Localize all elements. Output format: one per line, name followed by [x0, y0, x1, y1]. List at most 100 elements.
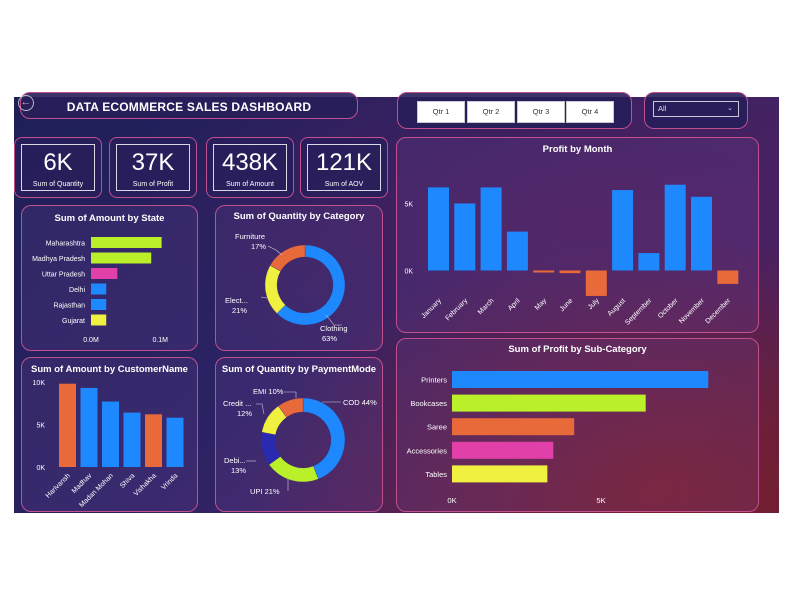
chart-title: Sum of Amount by State	[54, 213, 165, 224]
bar	[452, 465, 548, 483]
category-label: October	[657, 297, 680, 320]
category-label: Vishakha	[133, 472, 158, 497]
filter-slicer: All ⌄	[644, 92, 748, 129]
chart-title: Sum of Profit by Sub-Category	[508, 344, 647, 355]
bar	[91, 252, 152, 264]
tick-label: 10K	[33, 380, 46, 387]
bar	[80, 387, 98, 467]
panel-amount-by-customer: Sum of Amount by CustomerName 0K 5K 10K Har…	[21, 357, 198, 512]
category-label: January	[420, 297, 443, 320]
bar	[123, 412, 141, 467]
panel-quantity-by-payment: Sum of Quantity by PaymentMode COD 44% UP…	[215, 357, 383, 512]
category-label: March	[477, 297, 496, 316]
bar	[454, 203, 476, 271]
donut-slice	[264, 265, 286, 314]
kpi-value: 37K	[131, 149, 175, 176]
slice-label: Elect...	[225, 296, 248, 305]
bar	[559, 270, 581, 274]
category-label: Vrinda	[160, 472, 179, 491]
state-bar-chart: Maharashtra Madhya Pradesh Uttar Pradesh De…	[32, 237, 168, 344]
kpi-label: Sum of AOV	[324, 181, 364, 188]
slice-label: COD 44%	[343, 398, 377, 407]
back-arrow-icon[interactable]: ←	[18, 95, 34, 111]
kpi-card-amount: 438K Sum of Amount	[206, 137, 294, 198]
tick-label: 0K	[36, 465, 45, 472]
kpi-card-aov: 121K Sum of AOV	[300, 137, 388, 198]
kpi-label: Sum of Profit	[132, 181, 174, 188]
slice-label: Debi...	[224, 456, 246, 465]
category-label: December	[704, 297, 732, 325]
bar	[91, 237, 162, 248]
donut-slice	[302, 397, 346, 480]
bar	[506, 231, 528, 271]
slice-label: EMI 10%	[253, 387, 284, 396]
tick-label: 0.1M	[152, 337, 168, 344]
category-label: July	[587, 297, 601, 311]
donut-slice	[269, 244, 306, 272]
title-panel: DATA ECOMMERCE SALES DASHBOARD	[20, 92, 358, 119]
bar	[717, 270, 739, 284]
panel-amount-by-state: Sum of Amount by State Maharashtra Madhya…	[21, 205, 198, 351]
subcategory-bar-chart: Printers Bookcases Saree Accessories Tables 0…	[407, 371, 709, 505]
bar	[166, 417, 184, 467]
donut-slice	[277, 397, 304, 418]
bar	[452, 418, 575, 436]
slice-label: Clothing	[320, 324, 348, 333]
chart-title: Sum of Quantity by Category	[233, 211, 365, 222]
category-label: Bookcases	[410, 399, 447, 408]
kpi-card-profit: 37K Sum of Profit	[109, 137, 197, 198]
bar	[664, 184, 686, 271]
qtr-3-button[interactable]: Qtr 3	[517, 101, 565, 123]
bar	[91, 283, 107, 295]
slice-label: 12%	[237, 409, 252, 418]
qtr-4-button[interactable]: Qtr 4	[566, 101, 614, 123]
kpi-value: 6K	[43, 149, 73, 176]
category-label: Tables	[425, 470, 447, 479]
chart-title: Profit by Month	[542, 144, 613, 155]
category-label: February	[444, 297, 469, 322]
leader-line	[260, 296, 268, 299]
kpi-label: Sum of Amount	[226, 181, 274, 188]
kpi-label: Sum of Quantity	[32, 181, 84, 188]
bar	[91, 299, 107, 310]
category-label: Accessories	[407, 446, 448, 455]
bar	[452, 371, 709, 388]
filter-dropdown[interactable]: All ⌄	[653, 101, 739, 117]
category-label: Madhya Pradesh	[32, 256, 85, 263]
quarter-slicer: Qtr 1 Qtr 2 Qtr 3 Qtr 4	[397, 92, 632, 129]
bar	[585, 270, 607, 296]
qtr-2-button[interactable]: Qtr 2	[467, 101, 515, 123]
month-bar-chart: 0K 5K January February March April May June July…	[404, 184, 739, 327]
donut-slice	[268, 456, 319, 483]
bar	[91, 268, 118, 279]
category-label: May	[534, 297, 549, 312]
bar	[533, 270, 555, 273]
bar	[691, 196, 712, 271]
donut-slice	[276, 244, 346, 326]
kpi-value: 438K	[221, 149, 279, 176]
bar	[452, 394, 646, 412]
category-label: September	[624, 297, 654, 327]
kpi-value: 121K	[315, 149, 373, 176]
slice-label: 63%	[322, 334, 337, 343]
leader-line	[256, 403, 265, 415]
tick-label: 5K	[404, 201, 413, 208]
category-label: Uttar Pradesh	[42, 272, 85, 279]
bar	[480, 187, 502, 271]
tick-label: 5K	[596, 496, 605, 505]
chevron-down-icon: ⌄	[727, 105, 733, 112]
category-label: Rajasthan	[53, 303, 85, 310]
tick-label: 5K	[36, 423, 45, 430]
slice-label: 13%	[231, 466, 246, 475]
category-label: August	[607, 297, 627, 317]
panel-profit-by-month: Profit by Month 0K 5K January February March…	[396, 137, 759, 333]
slice-label: Furniture	[235, 232, 265, 241]
category-label: Saree	[427, 423, 447, 432]
category-label: Harivansh	[45, 472, 72, 499]
qtr-1-button[interactable]: Qtr 1	[417, 101, 465, 123]
page-title: DATA ECOMMERCE SALES DASHBOARD	[66, 100, 312, 114]
category-label: June	[559, 297, 575, 313]
slice-label: Credit ...	[223, 399, 251, 408]
kpi-card-quantity: 6K Sum of Quantity	[14, 137, 102, 198]
tick-label: 0K	[447, 496, 456, 505]
